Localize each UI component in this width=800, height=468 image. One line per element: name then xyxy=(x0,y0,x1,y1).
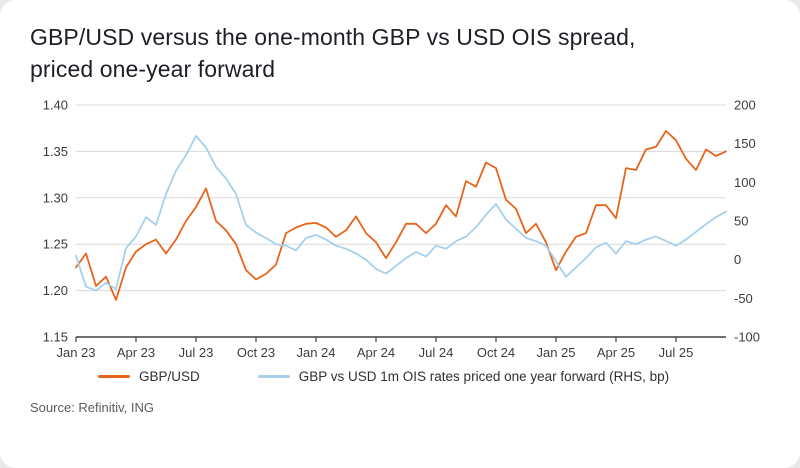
legend-line-swatch-gbpusd xyxy=(98,375,130,379)
source-note: Source: Refinitiv, ING xyxy=(30,400,155,416)
svg-text:Oct 24: Oct 24 xyxy=(477,345,515,360)
legend-line-swatch-ois xyxy=(257,375,290,379)
legend-item-ois: GBP vs USD 1m OIS rates priced one year … xyxy=(257,369,670,385)
chart-area: 1.40 1.35 1.30 1.25 1.20 1.15 200 150 100 50 0 -50 -… xyxy=(30,95,770,367)
legend-item-gbpusd: GBP/USD xyxy=(98,369,200,384)
legend: GBP/USD GBP vs USD 1m OIS rates priced o… xyxy=(30,369,770,384)
svg-text:0: 0 xyxy=(734,253,741,268)
svg-text:Jan 24: Jan 24 xyxy=(296,345,335,360)
svg-text:100: 100 xyxy=(734,175,756,190)
svg-text:1.15: 1.15 xyxy=(43,330,68,345)
svg-text:Jul 25: Jul 25 xyxy=(659,345,694,360)
svg-text:Apr 25: Apr 25 xyxy=(597,345,635,360)
chart-canvas: 1.40 1.35 1.30 1.25 1.20 1.15 200 150 100 50 0 -50 -… xyxy=(43,98,760,361)
svg-text:-100: -100 xyxy=(734,330,760,345)
svg-text:-50: -50 xyxy=(734,291,753,306)
svg-text:Apr 24: Apr 24 xyxy=(357,345,395,360)
svg-text:Jan 23: Jan 23 xyxy=(56,345,95,360)
svg-text:Jan 25: Jan 25 xyxy=(536,345,575,360)
svg-text:1.25: 1.25 xyxy=(43,237,68,252)
svg-text:Jul 24: Jul 24 xyxy=(419,345,454,360)
svg-text:1.20: 1.20 xyxy=(43,284,68,299)
svg-text:Apr 23: Apr 23 xyxy=(117,345,155,360)
svg-text:Jul 23: Jul 23 xyxy=(179,345,214,360)
svg-text:150: 150 xyxy=(734,137,756,152)
svg-text:200: 200 xyxy=(734,98,756,113)
svg-text:50: 50 xyxy=(734,214,748,229)
svg-text:1.30: 1.30 xyxy=(43,191,68,206)
legend-label-gbpusd: GBP/USD xyxy=(139,369,200,385)
svg-text:Oct 23: Oct 23 xyxy=(237,345,275,360)
svg-text:1.35: 1.35 xyxy=(43,144,68,159)
svg-text:1.40: 1.40 xyxy=(43,98,68,113)
page-title: GBP/USD versus the one-month GBP vs USD … xyxy=(30,24,636,82)
legend-label-ois: GBP vs USD 1m OIS rates priced one year … xyxy=(298,369,670,385)
